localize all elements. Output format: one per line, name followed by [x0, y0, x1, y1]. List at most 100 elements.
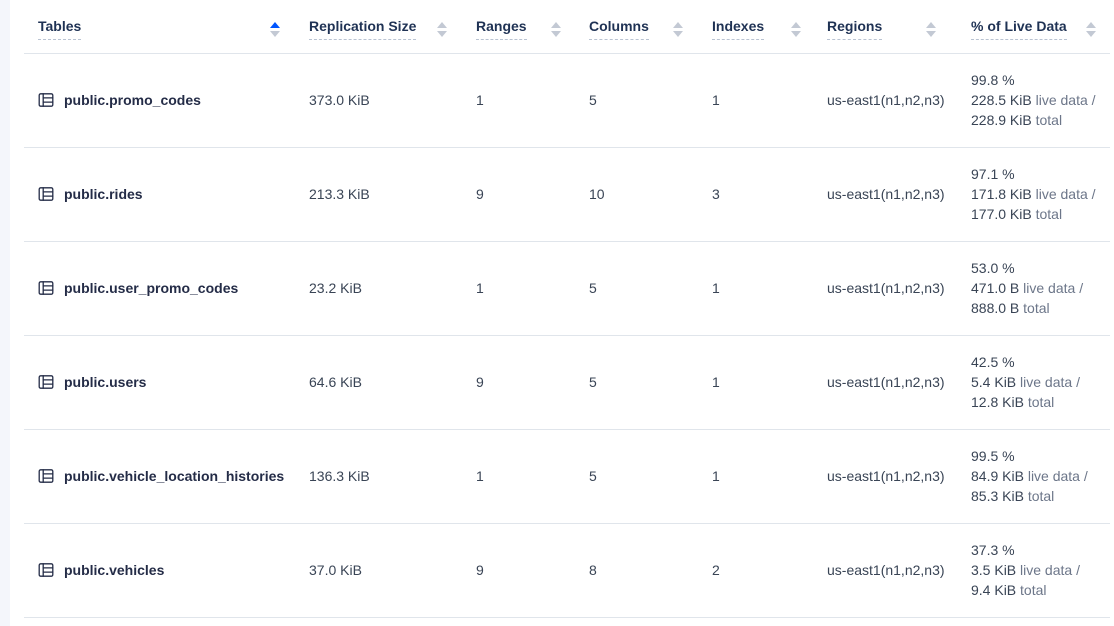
column-header-ranges-label[interactable]: Ranges: [476, 18, 527, 41]
regions-cell: us-east1(n1,n2,n3): [815, 429, 950, 524]
table-name-cell: public.rides: [24, 147, 294, 242]
pct-live-data-cell: 42.5 % 5.4 KiB live data / 12.8 KiB tota…: [950, 335, 1110, 430]
columns-cell: 5: [575, 241, 697, 336]
sort-arrows-icon[interactable]: [791, 21, 801, 37]
table-grid-icon: [38, 92, 54, 108]
table-row[interactable]: public.user_promo_codes 23.2 KiB 1 5 1 u…: [24, 241, 1110, 336]
columns-cell: 5: [575, 53, 697, 148]
table-name-link[interactable]: public.rides: [64, 186, 143, 202]
pct-live-data-cell: 37.3 % 3.5 KiB live data / 9.4 KiB total: [950, 523, 1110, 618]
replication-size-cell: 213.3 KiB: [294, 147, 461, 242]
pct-live-data-cell: 53.0 % 471.0 B live data / 888.0 B total: [950, 241, 1110, 336]
pct-live-data-cell: 99.5 % 84.9 KiB live data / 85.3 KiB tot…: [950, 429, 1110, 524]
table-row[interactable]: public.vehicles 37.0 KiB 9 8 2 us-east1(…: [24, 523, 1110, 618]
column-header-regions[interactable]: Regions: [815, 0, 950, 54]
ranges-cell: 9: [461, 147, 575, 242]
live-data-line: 471.0 B live data /: [971, 280, 1084, 296]
table-row[interactable]: public.vehicle_location_histories 136.3 …: [24, 429, 1110, 524]
sort-arrows-icon[interactable]: [270, 21, 280, 37]
live-percent: 53.0 %: [971, 260, 1015, 276]
table-row[interactable]: public.users 64.6 KiB 9 5 1 us-east1(n1,…: [24, 335, 1110, 430]
ranges-cell: 1: [461, 429, 575, 524]
columns-cell: 10: [575, 147, 697, 242]
column-header-columns[interactable]: Columns: [575, 0, 697, 54]
total-data-line: 12.8 KiB total: [971, 394, 1055, 410]
column-header-replication-size-label[interactable]: Replication Size: [309, 18, 417, 41]
sort-arrows-icon[interactable]: [1086, 21, 1096, 37]
column-header-columns-label[interactable]: Columns: [589, 18, 649, 41]
table-grid-icon: [38, 562, 54, 578]
regions-value: us-east1(n1,n2,n3): [827, 280, 945, 296]
live-percent: 99.8 %: [971, 72, 1015, 88]
sort-arrows-icon[interactable]: [673, 21, 683, 37]
indexes-cell: 1: [697, 53, 815, 148]
column-header-indexes-label[interactable]: Indexes: [712, 18, 765, 41]
column-header-replication-size[interactable]: Replication Size: [294, 0, 461, 54]
regions-value: us-east1(n1,n2,n3): [827, 374, 945, 390]
ranges-cell: 9: [461, 335, 575, 430]
total-data-line: 228.9 KiB total: [971, 112, 1063, 128]
column-header-tables[interactable]: Tables: [24, 0, 294, 54]
total-data-line: 85.3 KiB total: [971, 488, 1055, 504]
ranges-cell: 1: [461, 241, 575, 336]
table-name-link[interactable]: public.vehicle_location_histories: [64, 468, 285, 484]
column-header-pct-live-data-label[interactable]: % of Live Data: [971, 18, 1067, 41]
live-percent: 97.1 %: [971, 166, 1015, 182]
tables-panel: Tables Replication Size Ranges: [10, 0, 1114, 626]
live-percent: 99.5 %: [971, 448, 1015, 464]
table-grid-icon: [38, 186, 54, 202]
indexes-cell: 3: [697, 147, 815, 242]
regions-cell: us-east1(n1,n2,n3): [815, 241, 950, 336]
left-gutter: [0, 0, 10, 626]
live-data-line: 228.5 KiB live data /: [971, 92, 1096, 108]
table-name-link[interactable]: public.promo_codes: [64, 92, 201, 108]
table-grid-icon: [38, 280, 54, 296]
regions-value: us-east1(n1,n2,n3): [827, 92, 945, 108]
table-grid-icon: [38, 374, 54, 390]
sort-arrows-icon[interactable]: [551, 21, 561, 37]
table-grid-icon: [38, 468, 54, 484]
indexes-cell: 2: [697, 523, 815, 618]
live-percent: 37.3 %: [971, 542, 1015, 558]
regions-cell: us-east1(n1,n2,n3): [815, 53, 950, 148]
table-name-cell: public.promo_codes: [24, 53, 294, 148]
table-name-link[interactable]: public.vehicles: [64, 562, 165, 578]
column-header-tables-label[interactable]: Tables: [38, 18, 82, 41]
indexes-cell: 1: [697, 429, 815, 524]
total-data-line: 888.0 B total: [971, 300, 1050, 316]
column-header-ranges[interactable]: Ranges: [461, 0, 575, 54]
live-data-line: 171.8 KiB live data /: [971, 186, 1096, 202]
table-name-cell: public.vehicle_location_histories: [24, 429, 294, 524]
total-data-line: 9.4 KiB total: [971, 582, 1047, 598]
regions-value: us-east1(n1,n2,n3): [827, 468, 945, 484]
table-row[interactable]: public.promo_codes 373.0 KiB 1 5 1 us-ea…: [24, 53, 1110, 148]
sort-arrows-icon[interactable]: [437, 21, 447, 37]
live-data-line: 5.4 KiB live data /: [971, 374, 1080, 390]
table-name-link[interactable]: public.user_promo_codes: [64, 280, 239, 296]
table-body: public.promo_codes 373.0 KiB 1 5 1 us-ea…: [24, 53, 1110, 618]
replication-size-cell: 37.0 KiB: [294, 523, 461, 618]
columns-cell: 5: [575, 429, 697, 524]
live-percent: 42.5 %: [971, 354, 1015, 370]
tables-table: Tables Replication Size Ranges: [24, 0, 1110, 618]
sort-arrows-icon[interactable]: [926, 21, 936, 37]
ranges-cell: 9: [461, 523, 575, 618]
indexes-cell: 1: [697, 335, 815, 430]
table-row[interactable]: public.rides 213.3 KiB 9 10 3 us-east1(n…: [24, 147, 1110, 242]
regions-value: us-east1(n1,n2,n3): [827, 186, 945, 202]
ranges-cell: 1: [461, 53, 575, 148]
column-header-pct-live-data[interactable]: % of Live Data: [950, 0, 1110, 54]
column-header-indexes[interactable]: Indexes: [697, 0, 815, 54]
columns-cell: 8: [575, 523, 697, 618]
regions-value: us-east1(n1,n2,n3): [827, 562, 945, 578]
pct-live-data-cell: 99.8 % 228.5 KiB live data / 228.9 KiB t…: [950, 53, 1110, 148]
replication-size-cell: 64.6 KiB: [294, 335, 461, 430]
table-name-link[interactable]: public.users: [64, 374, 147, 390]
column-header-regions-label[interactable]: Regions: [827, 18, 883, 41]
table-header: Tables Replication Size Ranges: [24, 0, 1110, 54]
indexes-cell: 1: [697, 241, 815, 336]
live-data-line: 3.5 KiB live data /: [971, 562, 1080, 578]
replication-size-cell: 136.3 KiB: [294, 429, 461, 524]
table-name-cell: public.users: [24, 335, 294, 430]
